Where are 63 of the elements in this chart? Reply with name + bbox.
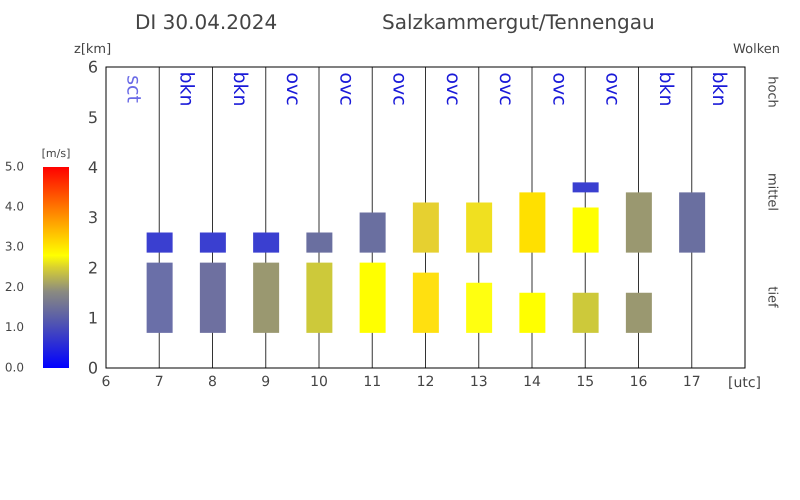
y-tick-label: 2: [88, 258, 98, 278]
bar: [679, 192, 706, 253]
x-tick-label: 14: [523, 374, 541, 390]
bar: [146, 262, 173, 333]
bar: [200, 262, 226, 333]
color-bar-label: 2.0: [4, 280, 24, 294]
bar: [572, 292, 599, 333]
x-tick-label: 17: [682, 374, 701, 390]
y-tick-label: 5: [88, 108, 98, 127]
chart-subtitle: Salzkammergut/Tennengau: [382, 10, 655, 34]
y-tick-label: 6: [88, 58, 98, 77]
y-tick-label: 3: [88, 208, 98, 228]
x-axis-title: [utc]: [728, 375, 761, 391]
color-bar-label: 5.0: [4, 159, 24, 174]
x-tick-label: 7: [154, 374, 164, 390]
x-tick-label: 16: [630, 374, 648, 390]
annotation: ovc: [335, 72, 358, 106]
y-tick-label: 1: [88, 308, 98, 328]
x-tick-label: 6: [102, 374, 111, 390]
bar: [466, 282, 492, 333]
x-tick-label: 12: [416, 374, 434, 390]
text: hoch: [764, 76, 780, 108]
color-bar-title: [m/s]: [42, 147, 70, 160]
bar: [466, 202, 492, 253]
color-bar-label: 3.0: [4, 240, 24, 254]
bar: [519, 192, 546, 253]
bar: [360, 212, 386, 253]
annotation: bkn: [176, 71, 198, 107]
text: mittel: [764, 172, 780, 212]
x-tick-label: 13: [470, 374, 488, 390]
y-tick-label: 0: [88, 358, 98, 378]
x-tick-label: 11: [363, 374, 382, 390]
annotation: ovc: [495, 72, 518, 106]
x-tick-label: 9: [261, 374, 270, 390]
bar: [412, 202, 439, 253]
bar: [412, 272, 439, 333]
bar: [306, 262, 332, 333]
annotation: ovc: [602, 72, 624, 106]
y-tick-label: 4: [88, 158, 98, 178]
y-axis-title: z[km]: [74, 42, 112, 57]
bar: [253, 262, 280, 333]
bar: [360, 262, 386, 333]
x-tick-label: 15: [576, 374, 594, 390]
bar: [572, 182, 599, 192]
annotation: bkn: [654, 71, 677, 107]
x-tick-label: 8: [208, 374, 217, 390]
chart-title: DI 30.04.2024: [135, 10, 278, 34]
annotation: ovc: [442, 72, 464, 106]
bar: [519, 292, 546, 333]
annotation: sct: [122, 75, 144, 103]
annotation: ovc: [548, 72, 570, 106]
text: tief: [764, 286, 780, 308]
bar: [626, 292, 652, 333]
color-bar-label: 4.0: [4, 199, 24, 214]
annotation: ovc: [282, 72, 304, 106]
annotation: bkn: [228, 71, 251, 107]
annotation: bkn: [708, 71, 730, 107]
annotation: ovc: [388, 72, 411, 106]
color-bar-label: 1.0: [4, 320, 24, 334]
x-tick-label: 10: [310, 374, 328, 390]
bar: [306, 232, 332, 253]
y2-axis-title: Wolken: [733, 42, 780, 57]
color-bar-label: 0.0: [4, 360, 24, 374]
